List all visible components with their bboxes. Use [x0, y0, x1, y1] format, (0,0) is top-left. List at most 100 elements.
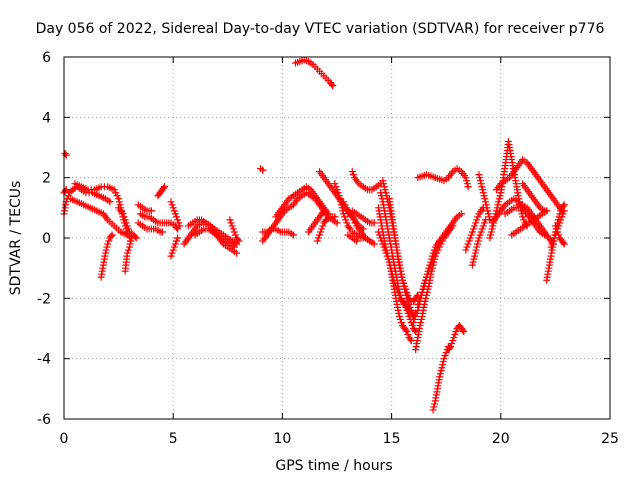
- data-point: [377, 234, 385, 242]
- data-point: [159, 184, 167, 192]
- data-point: [418, 288, 426, 296]
- data-point: [333, 186, 341, 194]
- data-point: [459, 326, 467, 334]
- data-point: [335, 192, 343, 200]
- data-point: [478, 183, 486, 191]
- data-point: [436, 370, 444, 378]
- data-point: [406, 303, 414, 311]
- series-seg51: [508, 207, 551, 239]
- y-tick-label: -2: [37, 291, 51, 307]
- data-point: [398, 273, 406, 281]
- data-point: [552, 225, 560, 233]
- series-seg30: [344, 207, 378, 227]
- data-point: [158, 228, 166, 236]
- data-point: [396, 267, 404, 275]
- series-seg31: [344, 231, 361, 245]
- data-point: [378, 237, 386, 245]
- data-point: [477, 180, 485, 188]
- series-seg17: [191, 225, 238, 251]
- data-point: [487, 228, 495, 236]
- data-point: [171, 240, 179, 248]
- data-point: [348, 213, 356, 221]
- data-point: [471, 252, 479, 260]
- data-point: [559, 210, 567, 218]
- data-point: [423, 273, 431, 281]
- data-point: [316, 231, 324, 239]
- data-point: [448, 340, 456, 348]
- data-point: [474, 240, 482, 248]
- data-point: [121, 216, 129, 224]
- data-point: [424, 267, 432, 275]
- y-tick-label: 0: [42, 231, 51, 247]
- data-point: [343, 219, 351, 227]
- series-seg1: [60, 183, 114, 218]
- data-point: [465, 237, 473, 245]
- x-axis-label: GPS time / hours: [275, 458, 392, 474]
- data-point: [468, 228, 476, 236]
- data-point: [350, 216, 358, 224]
- series-seg11: [134, 201, 155, 215]
- data-point: [415, 297, 423, 305]
- data-point: [547, 243, 555, 251]
- data-point: [484, 210, 492, 218]
- data-point: [319, 222, 327, 230]
- data-point: [227, 219, 235, 227]
- series-seg22: [272, 183, 332, 221]
- data-point: [476, 231, 484, 239]
- data-point: [170, 207, 178, 215]
- data-point: [440, 355, 448, 363]
- series-seg44: [462, 204, 487, 254]
- data-point: [119, 210, 127, 218]
- data-point: [493, 204, 501, 212]
- data-point: [556, 219, 564, 227]
- data-point: [483, 204, 491, 212]
- series-seg6: [97, 231, 116, 281]
- series-seg7: [121, 237, 135, 275]
- data-point: [334, 189, 342, 197]
- data-point: [408, 321, 416, 329]
- data-point: [370, 219, 378, 227]
- data-point: [127, 237, 135, 245]
- data-point: [417, 291, 425, 299]
- data-point: [488, 225, 496, 233]
- data-point: [474, 213, 482, 221]
- data-point: [460, 328, 468, 336]
- data-point: [417, 318, 425, 326]
- data-point: [476, 174, 484, 182]
- plot-frame: [63, 56, 611, 420]
- data-point: [228, 222, 236, 230]
- data-point: [108, 231, 116, 239]
- data-point: [520, 216, 528, 224]
- series-seg8: [115, 204, 140, 242]
- data-point: [123, 222, 131, 230]
- data-point: [438, 364, 446, 372]
- data-point: [560, 240, 568, 248]
- data-point: [382, 189, 390, 197]
- data-point: [436, 373, 444, 381]
- data-point: [417, 315, 425, 323]
- y-tick-label: 4: [42, 110, 51, 126]
- data-point: [409, 318, 417, 326]
- data-point: [169, 204, 177, 212]
- data-point: [452, 328, 460, 336]
- data-point: [342, 204, 350, 212]
- data-point: [420, 282, 428, 290]
- data-point: [470, 255, 478, 263]
- data-point: [559, 239, 567, 247]
- data-point: [481, 195, 489, 203]
- series-seg4: [67, 195, 136, 242]
- x-tick-label: 20: [492, 431, 510, 447]
- data-point: [472, 246, 480, 254]
- data-point: [414, 300, 422, 308]
- data-point: [449, 337, 457, 345]
- series-seg10: [136, 210, 182, 233]
- data-point: [319, 208, 327, 216]
- data-point: [477, 228, 485, 236]
- data-point: [401, 282, 409, 290]
- y-axis-label: SDTVAR / TECUs: [8, 181, 24, 296]
- data-point: [107, 232, 115, 240]
- data-point: [473, 243, 481, 251]
- data-point: [447, 343, 455, 351]
- data-point: [463, 243, 471, 251]
